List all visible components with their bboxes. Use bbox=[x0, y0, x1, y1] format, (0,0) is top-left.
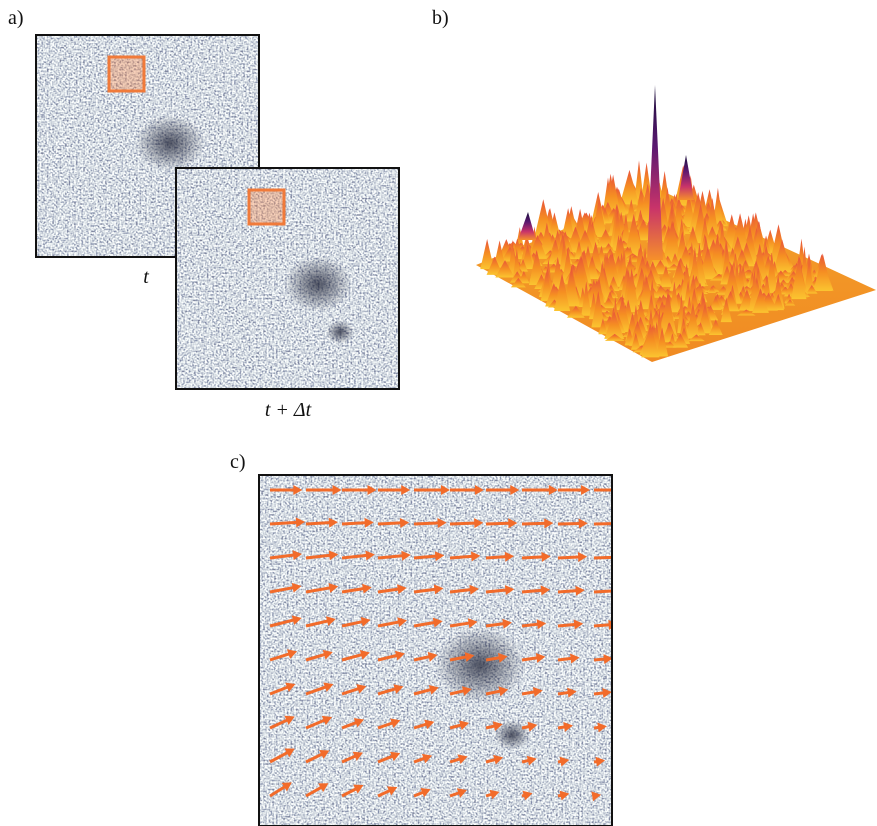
caption: t bbox=[143, 266, 149, 288]
velocity-arrow bbox=[558, 557, 581, 558]
panel-label: b) bbox=[432, 7, 449, 29]
arrow-head bbox=[621, 485, 630, 495]
arrow-head bbox=[614, 552, 623, 562]
velocity-arrow bbox=[342, 523, 368, 524]
velocity-arrow bbox=[450, 523, 477, 524]
panel-label: a) bbox=[8, 7, 24, 29]
velocity-arrow bbox=[450, 556, 474, 558]
vector-field bbox=[259, 475, 630, 826]
velocity-arrow bbox=[486, 557, 508, 558]
velocity-arrow bbox=[522, 590, 544, 592]
figure: a) t t + Δt b) c) bbox=[0, 0, 877, 826]
caption: t + Δt bbox=[265, 399, 312, 421]
velocity-arrow bbox=[306, 523, 332, 524]
velocity-arrow bbox=[414, 523, 441, 524]
page: a) t t + Δt b) c) (() => { const data = … bbox=[0, 0, 877, 826]
arrow-head bbox=[612, 586, 621, 596]
surface-spike bbox=[678, 155, 694, 200]
interrogation-window bbox=[109, 57, 144, 91]
velocity-arrow bbox=[414, 556, 438, 558]
arrow-head bbox=[618, 519, 627, 529]
velocity-arrow bbox=[558, 523, 582, 524]
velocity-arrow bbox=[270, 522, 299, 524]
velocity-arrow bbox=[594, 557, 617, 558]
interrogation-window bbox=[249, 190, 284, 224]
particle-image bbox=[259, 475, 612, 826]
dark-region bbox=[284, 256, 352, 312]
dark-region bbox=[326, 320, 354, 344]
dark-region bbox=[135, 115, 205, 171]
velocity-arrow bbox=[486, 523, 511, 524]
velocity-arrow bbox=[558, 591, 579, 592]
panel-label: c) bbox=[230, 451, 246, 473]
correlation-peak bbox=[647, 85, 663, 260]
velocity-arrow bbox=[378, 523, 403, 524]
dark-region bbox=[435, 627, 525, 703]
correlation-surface bbox=[476, 85, 876, 362]
velocity-arrow bbox=[522, 523, 547, 524]
frame-t-dt bbox=[176, 168, 399, 389]
velocity-arrow bbox=[522, 557, 545, 558]
surface-spike bbox=[518, 212, 536, 240]
